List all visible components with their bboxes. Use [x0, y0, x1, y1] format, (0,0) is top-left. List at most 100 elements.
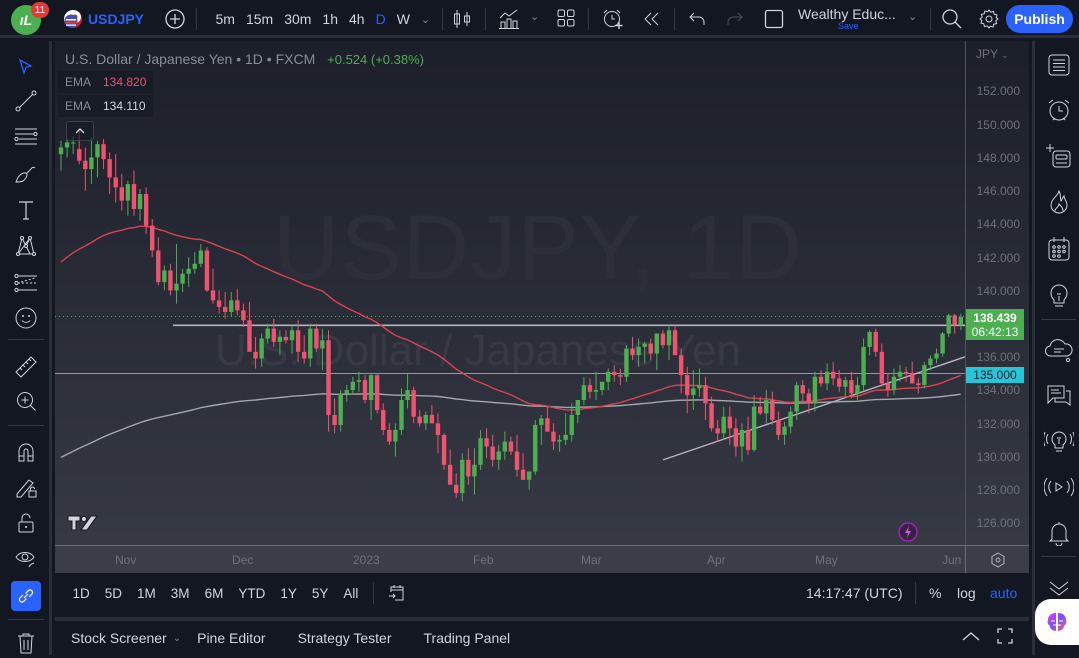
range-1y[interactable]: 1Y [280, 585, 297, 601]
ema-slow-legend[interactable]: EMA 134.110 [58, 95, 153, 117]
price-label: 146.000 [976, 184, 1020, 198]
range-6m[interactable]: 6M [204, 585, 224, 601]
candle-style-icon[interactable] [452, 8, 472, 35]
tab-trading-panel[interactable]: Trading Panel [423, 630, 511, 646]
tech-support-bulb-icon[interactable] [1044, 426, 1074, 456]
save-link[interactable]: Save [838, 21, 859, 31]
sync-drawings-link-button[interactable] [11, 581, 41, 611]
last-price-tag: 138.439 06:42:13 [966, 309, 1024, 340]
ema-slow-label: EMA [65, 99, 92, 113]
utc-clock[interactable]: 14:17:47 (UTC) [806, 585, 903, 601]
fib-retracement-icon[interactable] [11, 122, 41, 152]
tab-pine-editor[interactable]: Pine Editor [197, 630, 266, 646]
interval-d[interactable]: D [375, 11, 386, 27]
layout-name-button[interactable]: Wealthy Educ... Save [798, 6, 898, 31]
bar-replay-icon[interactable] [642, 10, 660, 33]
magnet-icon[interactable] [11, 437, 41, 467]
collapse-sidebar-chevrons-icon[interactable] [1044, 576, 1074, 606]
divider [442, 8, 443, 30]
screener-chevron-down-icon[interactable]: ⌄ [172, 632, 182, 644]
hide-drawings-eye-icon[interactable] [11, 543, 41, 573]
chart-settings-corner[interactable] [965, 545, 1029, 573]
streams-broadcast-icon[interactable] [1044, 472, 1074, 502]
calendar-icon[interactable] [1044, 234, 1074, 264]
price-label: 134.000 [976, 383, 1020, 397]
divider [930, 8, 931, 30]
chart-pane[interactable]: USDJPY, 1D U.S. Dollar / Japanese Yen U.… [55, 41, 965, 545]
layouts-grid-icon[interactable] [557, 9, 575, 32]
collapse-legend-button[interactable] [66, 121, 94, 141]
ideas-lightbulb-icon[interactable] [1044, 281, 1074, 311]
settings-gear-icon[interactable] [978, 8, 1000, 35]
range-5d[interactable]: 5D [104, 585, 123, 601]
hotlists-flame-icon[interactable] [1044, 187, 1074, 217]
search-icon[interactable] [941, 8, 963, 35]
interval-selector: 5m 15m 30m 1h 4h D W ⌄ [210, 0, 436, 38]
symbol-search-button[interactable]: USDJPY [64, 0, 144, 38]
tab-stock-screener[interactable]: Stock Screener [71, 630, 167, 646]
zoom-in-icon[interactable] [11, 386, 41, 416]
auto-scale-toggle[interactable]: auto [990, 585, 1018, 601]
go-to-date-calendar-icon[interactable] [388, 584, 406, 607]
indicators-dropdown-chevron-icon[interactable]: ⌄ [530, 11, 540, 23]
publish-button[interactable]: Publish [1006, 5, 1073, 33]
add-alert-icon[interactable] [601, 7, 625, 36]
currency-selector[interactable]: JPY ⌄ [976, 47, 1009, 61]
trend-line-icon[interactable] [11, 86, 41, 116]
horizontal-line-price-tag: 135.000 [966, 367, 1024, 383]
time-label: Feb [473, 553, 494, 567]
alarm-clock-icon[interactable] [1044, 95, 1074, 125]
pattern-xabcd-icon[interactable] [11, 231, 41, 261]
emoji-smiley-icon[interactable] [11, 303, 41, 333]
chats-icon[interactable] [1044, 381, 1074, 411]
maximize-panel-icon[interactable] [996, 627, 1014, 650]
range-3m[interactable]: 3M [170, 585, 190, 601]
divider [915, 582, 916, 604]
range-all[interactable]: All [343, 585, 359, 601]
interval-15m[interactable]: 15m [245, 11, 274, 27]
percent-scale-toggle[interactable]: % [929, 585, 942, 601]
time-scale[interactable]: Nov Dec 2023 Feb Mar Apr May Jun [55, 545, 965, 573]
range-ytd[interactable]: YTD [238, 585, 266, 601]
interval-4h[interactable]: 4h [349, 11, 365, 27]
log-scale-toggle[interactable]: log [957, 585, 976, 601]
data-window-add-icon[interactable] [1044, 141, 1074, 171]
ruler-measure-icon[interactable] [11, 352, 41, 382]
price-scale[interactable]: JPY ⌄ 152.000 150.000 148.000 146.000 14… [965, 41, 1029, 545]
range-5y[interactable]: 5Y [311, 585, 329, 601]
candlestick-chart[interactable] [55, 41, 965, 545]
interval-5m[interactable]: 5m [215, 11, 235, 27]
cursor-arrow-icon[interactable] [11, 52, 41, 82]
interval-30m[interactable]: 30m [284, 11, 312, 27]
tab-strategy-tester[interactable]: Strategy Tester [297, 630, 392, 646]
minds-chat-cloud-icon[interactable] [1044, 335, 1074, 365]
indicators-icon[interactable] [498, 8, 520, 35]
brush-icon[interactable] [11, 159, 41, 189]
interval-dropdown-chevron-icon[interactable]: ⌄ [420, 13, 431, 26]
trash-delete-icon[interactable] [11, 628, 41, 658]
interval-1h[interactable]: 1h [322, 11, 338, 27]
interval-w[interactable]: W [396, 11, 410, 27]
range-1d[interactable]: 1D [72, 585, 90, 601]
forecast-prediction-icon[interactable] [11, 268, 41, 298]
compare-add-symbol-icon[interactable] [164, 8, 186, 35]
tradingview-logo[interactable] [67, 514, 101, 537]
price-label: 142.000 [976, 251, 1020, 265]
unlock-icon[interactable] [11, 508, 41, 538]
symbol-description[interactable]: U.S. Dollar / Japanese Yen • 1D • FXCM [65, 51, 316, 67]
range-1m[interactable]: 1M [137, 585, 156, 601]
lock-drawings-pencil-icon[interactable] [11, 473, 41, 503]
collapse-panel-chevron-up-icon[interactable] [961, 629, 981, 648]
divider [1041, 556, 1076, 557]
layout-dropdown-chevron-icon[interactable]: ⌄ [908, 11, 918, 23]
ai-assistant-button[interactable] [1035, 599, 1079, 645]
notifications-bell-icon[interactable] [1044, 518, 1074, 548]
fullscreen-layout-icon[interactable] [764, 9, 784, 34]
watchlist-icon[interactable] [1044, 50, 1074, 80]
divider [674, 8, 675, 30]
ema-fast-legend[interactable]: EMA 134.820 [58, 71, 153, 93]
undo-icon[interactable] [688, 10, 706, 33]
text-tool-icon[interactable] [11, 195, 41, 225]
lightning-event-icon[interactable] [898, 522, 918, 545]
redo-icon[interactable] [726, 10, 744, 33]
